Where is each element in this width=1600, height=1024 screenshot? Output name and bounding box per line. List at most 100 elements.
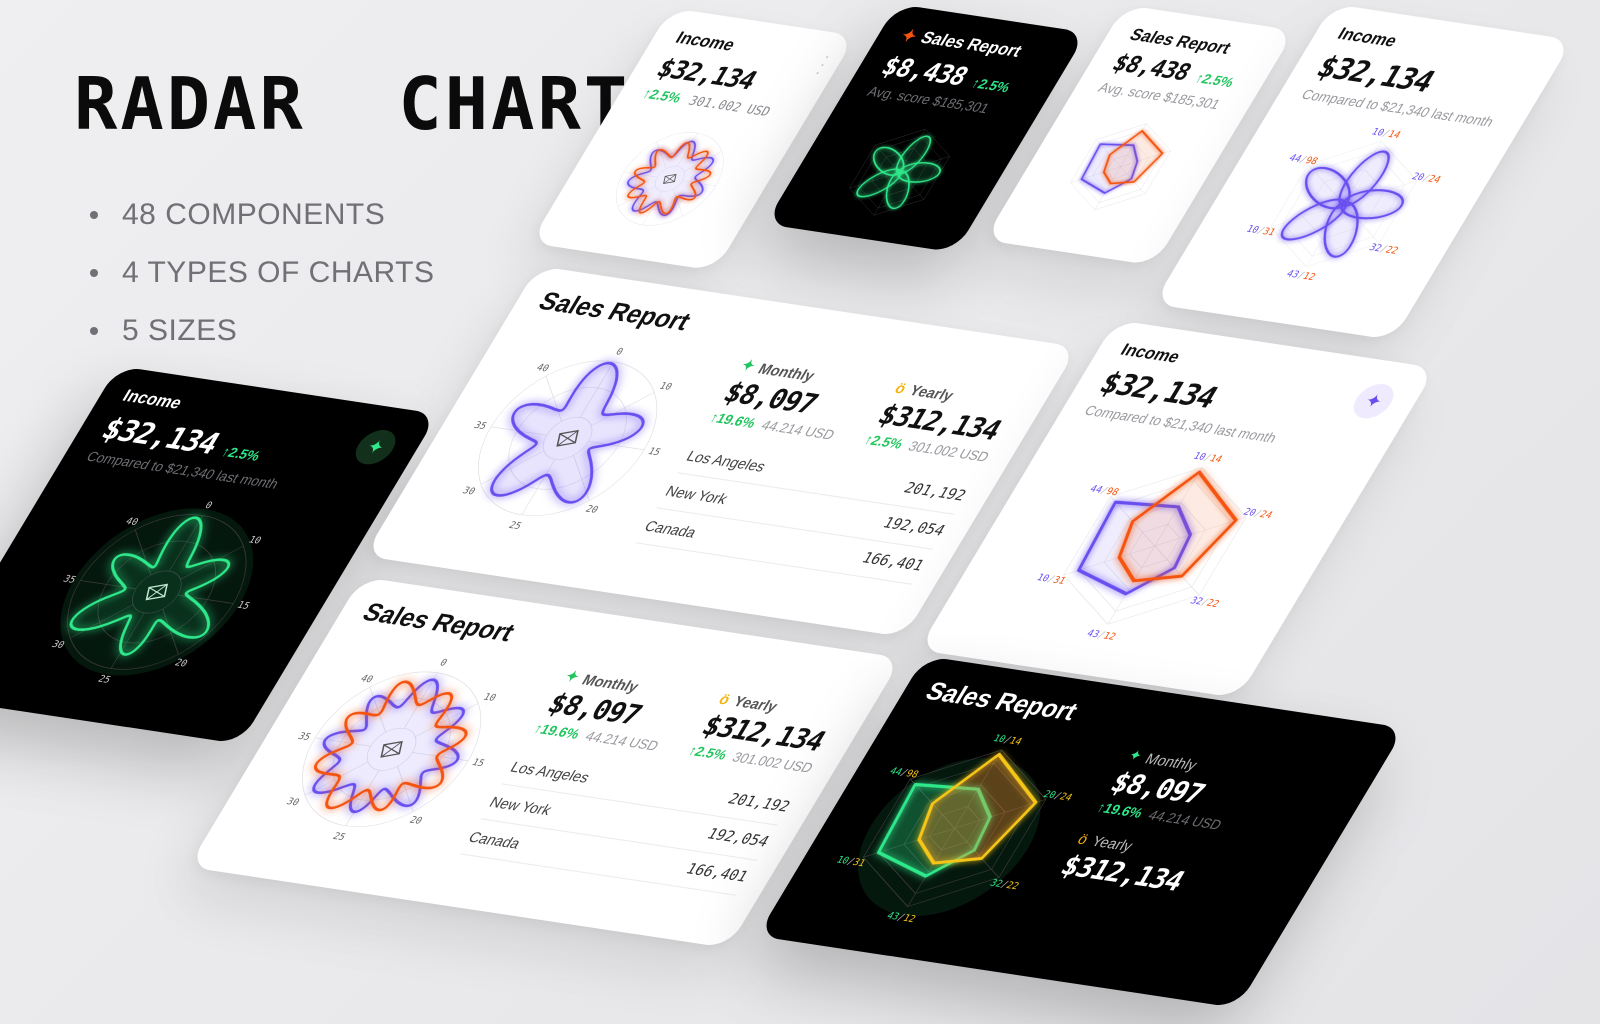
city-name: Los Angeles	[507, 758, 594, 786]
grid-spoke	[480, 450, 545, 485]
chart-logo-icon	[380, 740, 403, 758]
sales-report-card: Sales Report 0 10 15 20 25 30 35 40 ✦ Monthly $8…	[364, 266, 1078, 637]
city-name: Canada	[641, 517, 701, 541]
series-2-value: 22	[1383, 245, 1400, 257]
axis-tick-label: 40	[358, 674, 375, 686]
axis-value-label: 43/12	[1284, 269, 1317, 283]
axis-value-label: 32/22	[1367, 242, 1400, 256]
series-2-shape	[1102, 130, 1164, 185]
series-2-value: 14	[1007, 736, 1024, 748]
axis-tick-label: 35	[472, 420, 489, 432]
grid-spoke	[345, 770, 380, 826]
grid-spoke	[672, 188, 683, 217]
grid-spoke	[907, 828, 955, 907]
grid-spoke	[875, 144, 900, 173]
separator: /	[895, 912, 907, 923]
city-name: New York	[486, 793, 556, 819]
feature-item: 48 COMPONENTS	[90, 186, 434, 244]
axis-tick-label: 20	[583, 504, 600, 516]
sparkle-icon: ✦	[362, 435, 390, 458]
axis-value-label: 32/22	[988, 878, 1021, 892]
separator: /	[1045, 574, 1057, 585]
grid-spoke	[954, 828, 1000, 878]
hexagon-radar-chart	[1070, 123, 1172, 211]
sales-report-card-small-dark: ✦ Sales Report $8,438 ↑2.5% Avg. score $18…	[765, 4, 1087, 253]
series-1-value: 10	[1034, 573, 1051, 585]
series-1-value: 10	[834, 855, 851, 867]
grid-spoke	[415, 703, 479, 738]
series-1-shape	[626, 140, 714, 217]
series-1-value: 44	[1088, 484, 1105, 496]
series-1-shape	[1080, 143, 1139, 194]
axis-tick-label: 0	[614, 347, 626, 358]
stats-row: ✦ Monthly $8,097 ↑19.6% 44.214 USD ö Yearly…	[1054, 746, 1350, 912]
logo-cross	[146, 584, 168, 600]
label-text: Yearly	[730, 692, 782, 715]
grid-spoke	[110, 612, 145, 669]
yearly-stat: ö Yearly $312,134 ↑2.5% 301.002 USD	[685, 690, 848, 776]
axis-value-label: 20/24	[1241, 507, 1274, 521]
axis-value-label: 44/98	[1088, 484, 1121, 498]
grid-spoke	[1343, 180, 1417, 205]
grid-spoke	[1107, 545, 1156, 625]
grid-spoke	[1154, 516, 1247, 547]
series-1-value: 10	[1244, 224, 1261, 236]
logo-frame	[380, 740, 403, 758]
series-1-value: 32	[988, 878, 1005, 890]
axis-tick-label: 30	[460, 486, 477, 498]
sparkle-icon: ✦	[1360, 389, 1388, 412]
grid-spoke	[588, 441, 645, 451]
income-card-dark: Income ✦ $32,134 ↑2.5% Compared to $21,34…	[0, 366, 438, 744]
axis-tick-label: 40	[534, 363, 551, 375]
axis-value-label: 20/24	[1041, 789, 1074, 803]
series-2-value: 12	[1300, 271, 1317, 283]
separator: /	[1095, 630, 1107, 641]
city-value: 166,401	[858, 549, 927, 575]
polar-radar-chart: 0 10 15 20 25 30 35 40	[49, 500, 263, 685]
separator: /	[1297, 155, 1309, 166]
grid-spoke	[545, 375, 563, 422]
grid-spoke	[676, 132, 698, 167]
series-2-value: 14	[1386, 129, 1403, 141]
grid-spoke	[162, 608, 179, 655]
sales-report-card-right: Sales Report 0 10 15 20 25 30 35 40 ✦ Monthly $8…	[188, 577, 902, 948]
card-body: 0 10 15 20 25 30 35 40 ✦ Monthly $8,097 ↑19.6% 44…	[232, 634, 848, 908]
series-2-shape	[626, 141, 711, 215]
series-2-value: 31	[850, 857, 867, 869]
series-1-value: 20	[1241, 507, 1258, 519]
axis-value-label: 43/12	[1084, 628, 1117, 642]
grid-spoke	[1094, 166, 1121, 210]
axis-value-label: 10/14	[1191, 451, 1224, 465]
grid-spoke	[1154, 545, 1200, 596]
separator: /	[1378, 244, 1390, 255]
separator: /	[1052, 791, 1064, 802]
grid-spoke	[641, 191, 662, 225]
series-2-value: 31	[1260, 226, 1277, 238]
logo-cross	[381, 741, 403, 758]
city-table: Los Angeles 201,192 New York 192,054 Canad…	[635, 438, 975, 585]
change-badge: ↑2.5%	[1192, 69, 1238, 91]
axis-value-label: 44/98	[887, 766, 920, 780]
change-badge: ↑2.5%	[218, 443, 264, 464]
series-1-value: 20	[1409, 172, 1426, 184]
separator: /	[1380, 128, 1392, 139]
grid-spoke	[70, 604, 134, 639]
series-1-value: 44	[887, 766, 904, 778]
logo-frame	[556, 429, 579, 447]
axis-value-label: 44/98	[1287, 153, 1320, 167]
grid-spoke	[134, 529, 152, 576]
grid-spoke	[168, 515, 204, 572]
axis-value-label: 10/31	[834, 855, 867, 869]
separator: /	[1098, 486, 1110, 497]
petal	[1304, 166, 1351, 210]
separator: /	[898, 768, 910, 779]
grid-spoke	[369, 686, 387, 733]
axis-tick-label: 0	[438, 658, 450, 669]
axis-tick-label: 40	[123, 516, 140, 528]
grid-spoke	[1343, 203, 1380, 244]
series-2-shape	[313, 680, 468, 812]
feature-item: 5 SIZES	[90, 302, 434, 360]
series-1-shape	[312, 678, 466, 814]
stats-column: ✦ Monthly $8,097 ↑19.6% 44.214 USD ö Yearly…	[1054, 746, 1350, 912]
